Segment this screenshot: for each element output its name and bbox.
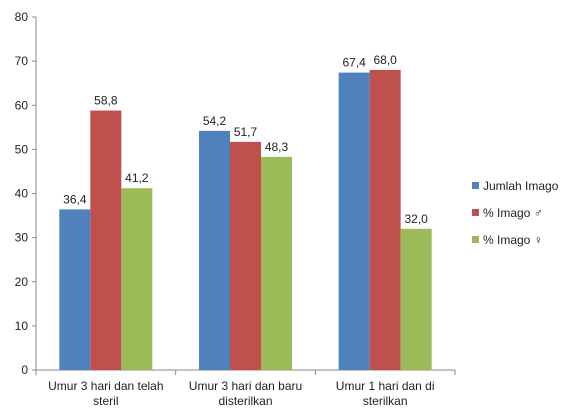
x-tick-label: Umur 3 hari dan telah steril xyxy=(48,379,163,408)
y-tick-label: 80 xyxy=(15,10,29,24)
y-tick-label: 50 xyxy=(15,142,29,156)
y-tick-label: 40 xyxy=(15,187,29,201)
data-label: 48,3 xyxy=(265,140,289,154)
data-label: 67,4 xyxy=(342,56,366,70)
legend-label: % Imago ♂ xyxy=(483,206,543,220)
bar xyxy=(121,188,153,370)
legend-label: Jumlah Imago xyxy=(483,179,559,193)
bar xyxy=(261,156,292,370)
bar xyxy=(59,209,91,370)
bars xyxy=(59,69,432,371)
y-tick-label: 30 xyxy=(15,231,29,245)
data-label: 51,7 xyxy=(234,125,258,139)
data-label: 68,0 xyxy=(373,53,397,67)
legend-label: % Imago ♀ xyxy=(483,233,543,247)
data-label: 41,2 xyxy=(125,171,149,185)
bar xyxy=(230,141,261,370)
x-tick-label: Umur 3 hari dan baru disterilkan xyxy=(189,379,302,408)
data-label: 36,4 xyxy=(63,192,87,206)
legend: Jumlah Imago % Imago ♂ % Imago ♀ xyxy=(472,179,559,247)
legend-swatch xyxy=(472,209,479,216)
y-tick-label: 70 xyxy=(15,54,29,68)
bar xyxy=(369,69,401,370)
data-label: 32,0 xyxy=(404,212,428,226)
legend-swatch xyxy=(472,182,479,189)
axes: 0 10 20 30 40 50 60 70 80 Umur 3 hari dan telah st… xyxy=(15,10,456,408)
bar xyxy=(338,72,370,370)
bar xyxy=(90,110,122,371)
y-tick-label: 20 xyxy=(15,275,29,289)
data-label: 54,2 xyxy=(203,114,227,128)
x-tick-label: Umur 1 hari dan di sterilkan xyxy=(336,379,435,408)
y-tick-label: 60 xyxy=(15,98,29,112)
legend-swatch xyxy=(472,236,479,243)
data-labels: 36,4 58,8 41,2 54,2 51,7 48,3 67,4 68,0 32,0 xyxy=(63,53,428,226)
bar xyxy=(400,228,432,370)
bar xyxy=(199,130,230,370)
y-tick-label: 0 xyxy=(21,363,28,377)
data-label: 58,8 xyxy=(94,94,118,108)
y-tick-label: 10 xyxy=(15,319,29,333)
